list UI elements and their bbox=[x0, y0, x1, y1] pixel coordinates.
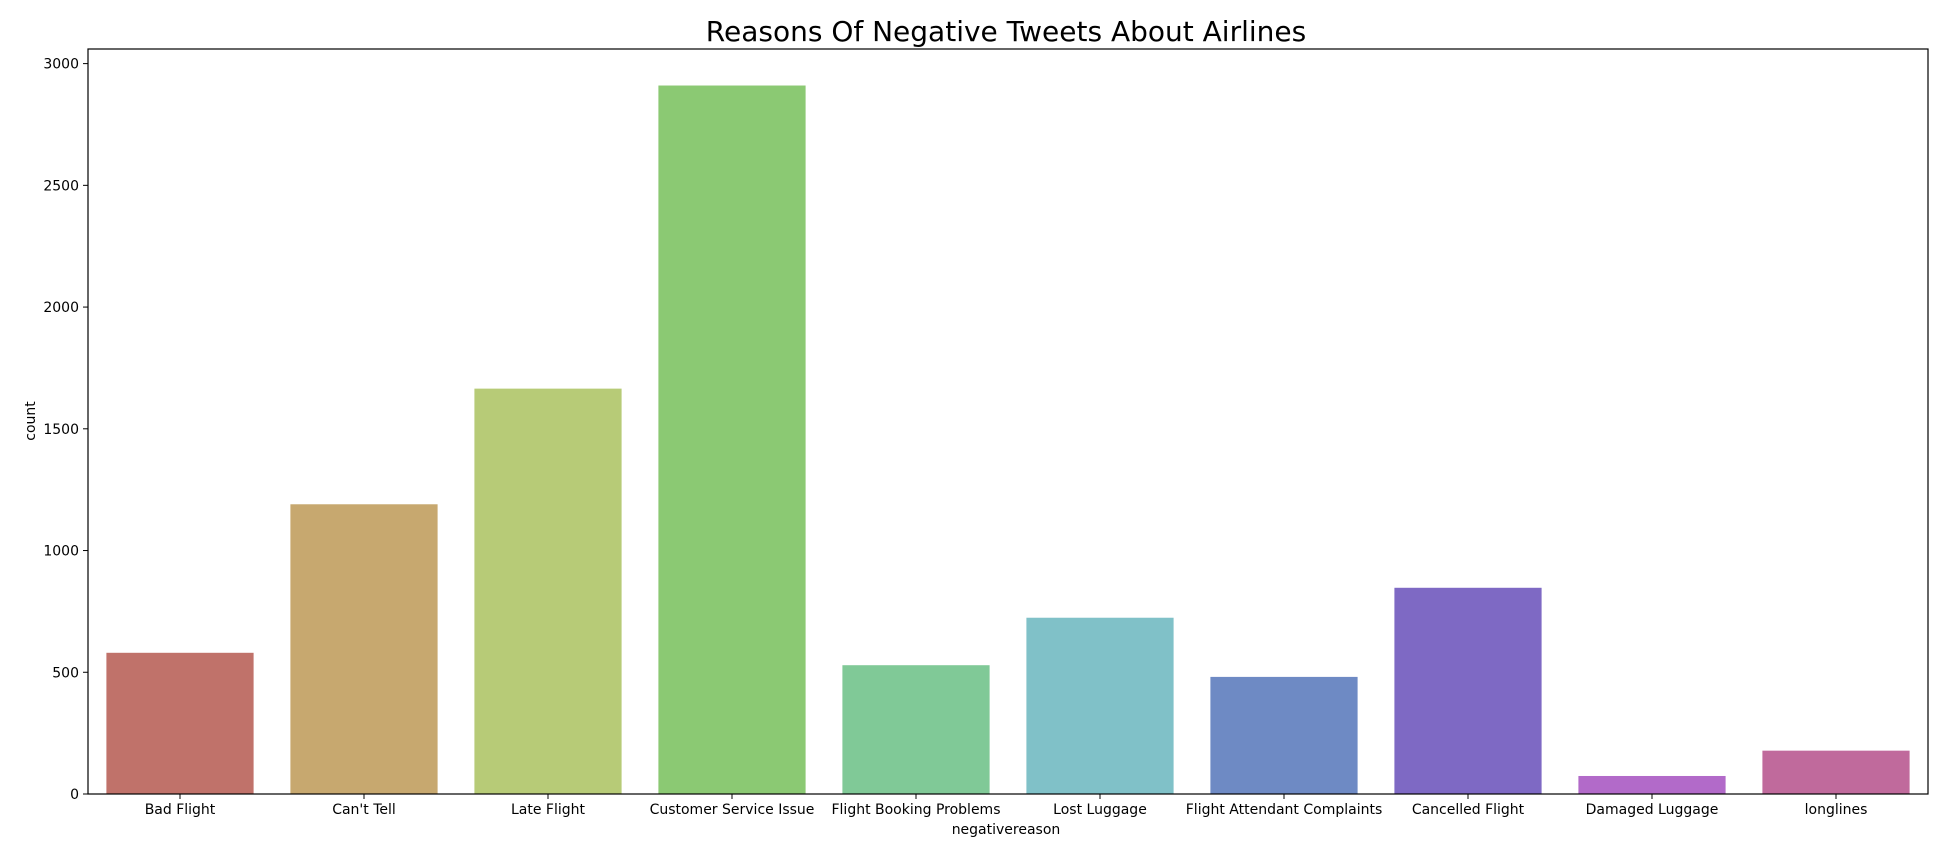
bar-5 bbox=[1026, 617, 1174, 794]
y-tick-label: 2500 bbox=[43, 178, 79, 194]
bar-7 bbox=[1394, 587, 1542, 794]
x-tick-label: Customer Service Issue bbox=[650, 802, 815, 818]
plot-area bbox=[106, 85, 1910, 795]
y-tick-label: 2000 bbox=[43, 300, 79, 316]
x-tick-label: Lost Luggage bbox=[1053, 802, 1147, 818]
x-tick-label: Damaged Luggage bbox=[1586, 802, 1719, 818]
y-tick-label: 1500 bbox=[43, 422, 79, 438]
y-axis: 0 500 1000 1500 2000 2500 3000 bbox=[43, 57, 88, 803]
x-tick-label: Cancelled Flight bbox=[1412, 802, 1525, 818]
bar-6 bbox=[1210, 676, 1358, 794]
bar-9 bbox=[1762, 750, 1910, 794]
y-axis-label: count bbox=[23, 401, 39, 441]
bar-8 bbox=[1578, 775, 1726, 794]
x-axis-label: negativereason bbox=[952, 822, 1061, 838]
x-tick-label: Flight Booking Problems bbox=[831, 802, 1000, 818]
x-tick-label: Late Flight bbox=[511, 802, 586, 818]
y-tick-label: 0 bbox=[70, 787, 79, 803]
x-tick-label: Can't Tell bbox=[332, 802, 396, 818]
bar-1 bbox=[290, 504, 438, 794]
bar-0 bbox=[106, 652, 254, 794]
bar-3 bbox=[658, 85, 806, 795]
chart-title: Reasons Of Negative Tweets About Airline… bbox=[706, 15, 1306, 48]
y-tick-label: 500 bbox=[52, 665, 79, 681]
x-tick-label: Flight Attendant Complaints bbox=[1186, 802, 1383, 818]
bar-2 bbox=[474, 388, 622, 794]
x-tick-label: longlines bbox=[1805, 802, 1868, 818]
y-tick-label: 1000 bbox=[43, 544, 79, 560]
bar-4 bbox=[842, 665, 990, 794]
x-axis: Bad Flight Can't Tell Late Flight Customer … bbox=[145, 794, 1868, 818]
y-tick-label: 3000 bbox=[43, 57, 79, 73]
x-tick-label: Bad Flight bbox=[145, 802, 216, 818]
plot-frame bbox=[87, 48, 1929, 795]
